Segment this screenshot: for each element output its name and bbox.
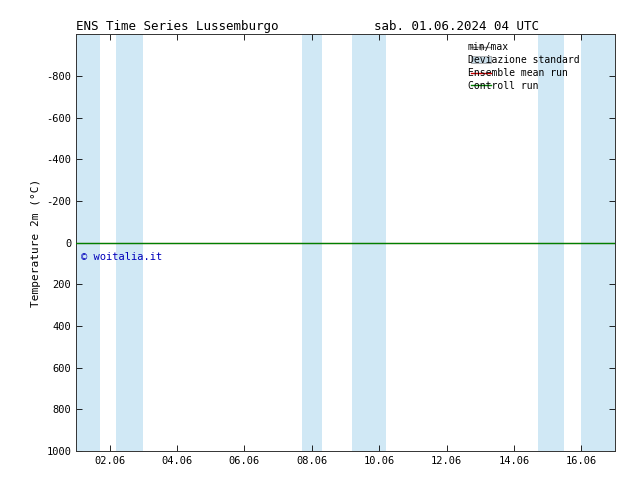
Text: © woitalia.it: © woitalia.it	[81, 252, 162, 262]
Text: sab. 01.06.2024 04 UTC: sab. 01.06.2024 04 UTC	[374, 20, 539, 33]
Bar	[353, 34, 386, 451]
Legend: min/max, Deviazione standard, Ensemble mean run, Controll run: min/max, Deviazione standard, Ensemble m…	[469, 39, 610, 94]
Y-axis label: Temperature 2m (°C): Temperature 2m (°C)	[30, 178, 41, 307]
Text: ENS Time Series Lussemburgo: ENS Time Series Lussemburgo	[76, 20, 279, 33]
Bar	[581, 34, 615, 451]
Bar	[76, 34, 100, 451]
Bar	[302, 34, 322, 451]
Bar	[117, 34, 143, 451]
Bar	[538, 34, 564, 451]
